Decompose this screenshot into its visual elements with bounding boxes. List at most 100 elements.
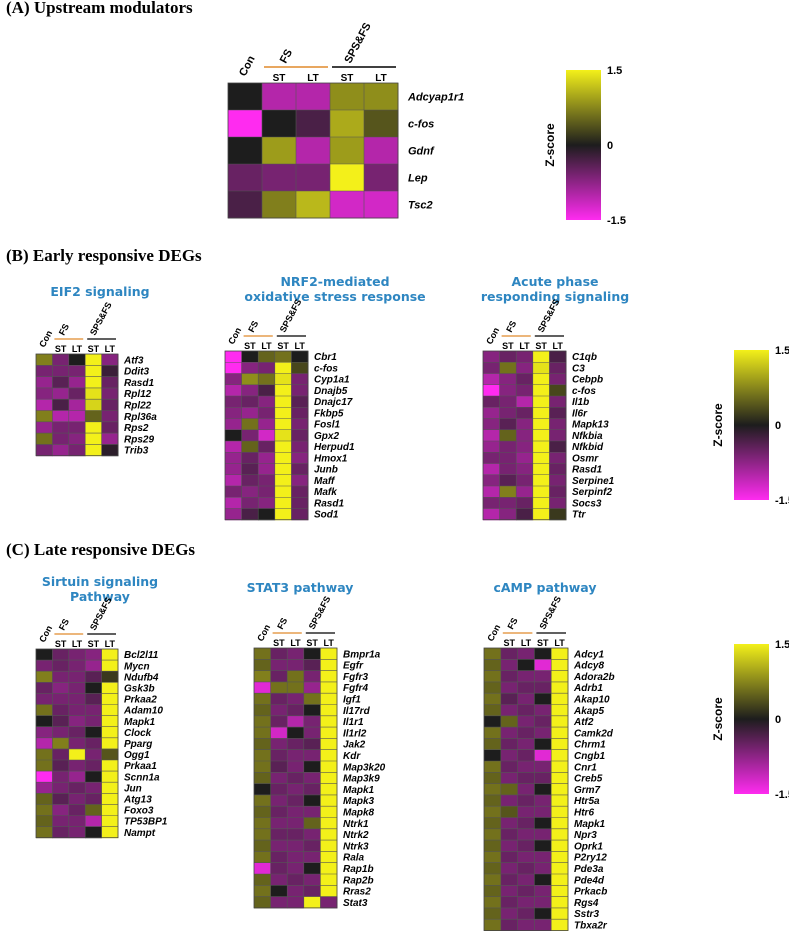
heatmap-cell [254,817,272,830]
heatmap-cell [270,659,288,672]
group-label-sps-fs: SPS&FS [342,21,373,65]
heatmap-cell [36,421,53,434]
heatmap-cell [225,463,243,476]
gene-label: Rras2 [343,887,371,898]
heatmap-cell [85,399,103,411]
heatmap-cell [291,486,309,498]
column-sublabel: LT [72,344,83,354]
heatmap-cell [270,761,288,773]
heatmap-cell [274,441,292,453]
heatmap-cell [534,840,552,852]
heatmap-cell [551,885,569,898]
heatmap-cell [500,896,519,909]
section-title-a: (A) Upstream modulators [6,0,193,17]
heatmap-cell [270,828,288,841]
heatmap-cell [85,771,103,783]
heatmap-cell [532,396,550,408]
heatmap-cell [551,659,569,672]
heatmap-cell [52,660,70,672]
heatmap-cell [270,749,288,762]
heatmap-cell [287,681,305,694]
heatmap-cell [270,794,288,807]
heatmap-cell [549,463,567,476]
heatmap-cell [320,670,338,683]
heatmap-cell [225,351,243,363]
heatmap-cell [484,840,502,852]
gene-label: Akap5 [573,706,604,717]
heatmap-cell [85,671,103,683]
heatmap-cell [499,463,517,476]
heatmap-cell [68,804,86,816]
heatmap-cell [68,771,86,783]
heatmap-cell [534,693,552,705]
heatmap-cell [68,793,86,805]
heatmap-cell [254,885,272,898]
heatmap-cell [225,508,243,521]
gene-label: Adcyap1r1 [407,91,464,103]
heatmap-cell [303,840,321,852]
heatmap-cell [320,885,338,898]
heatmap-cell [85,410,103,423]
heatmap-cell [270,715,288,728]
heatmap-cell [254,806,272,818]
heatmap-cell [36,354,53,366]
heatmap-cell [228,191,263,219]
heatmap-cell [254,772,272,785]
heatmap-cell [500,840,519,852]
heatmap-cell [517,761,535,773]
gene-label: Gpx2 [314,431,339,442]
heatmap-cell [517,896,535,909]
heatmap-cell [101,726,119,739]
heatmap-cell [36,804,53,816]
gene-label: Atg13 [123,794,152,805]
heatmap-cell [254,749,272,762]
heatmap-cell [534,817,552,830]
heatmap-cell [36,737,53,750]
heatmap-cell [551,727,569,739]
gene-label: Ddit3 [124,367,149,378]
heatmap-cell [516,486,534,498]
heatmap-cell [68,387,86,400]
heatmap-cell [532,452,550,464]
heatmap-cell [254,862,272,875]
heatmap-upstream-modulators: Con FS SPS&FS ST LT ST LT Adcyap1r1 c-fos Gdnf Lep… [227,21,464,219]
gene-label: Mapk1 [574,819,606,830]
heatmap-cell [68,760,86,772]
heatmap-cell [534,715,552,728]
heatmap-cell [532,441,550,453]
heatmap-cell [516,418,534,431]
heatmap-cell [274,508,292,521]
heatmap-cell [270,670,288,683]
heatmap-cell [303,794,321,807]
heatmap-cell [549,373,567,386]
gene-label: Map3k9 [343,774,380,785]
heatmap-cell [241,508,259,521]
heatmap-cell [291,384,309,397]
heatmap-cell [68,354,86,366]
gene-label: Cebpb [572,375,603,386]
heatmap-cell [52,815,70,828]
heatmap-cell [499,474,517,487]
heatmap-cell [241,407,259,419]
gene-label: Stat3 [343,898,368,909]
heatmap-cell [287,704,305,717]
heatmap-cell [483,362,501,374]
heatmap-cell [499,497,517,509]
heatmap-cell [516,474,534,487]
pathway-title-acute: Acute phase responding signaling [480,274,630,304]
heatmap-cell [330,83,365,111]
gene-label: Foxo3 [124,806,154,817]
heatmap-cell [500,794,519,807]
heatmap-cell [483,407,501,419]
heatmap-cell [225,362,243,374]
heatmap-cell [330,164,365,192]
heatmap-cell [303,896,321,909]
column-sublabel: LT [290,638,301,648]
heatmap-cell [364,191,399,219]
heatmap-cell [85,748,103,761]
heatmap-cell [225,474,243,487]
heatmap-cell [320,738,338,751]
heatmap-cell [101,660,119,672]
